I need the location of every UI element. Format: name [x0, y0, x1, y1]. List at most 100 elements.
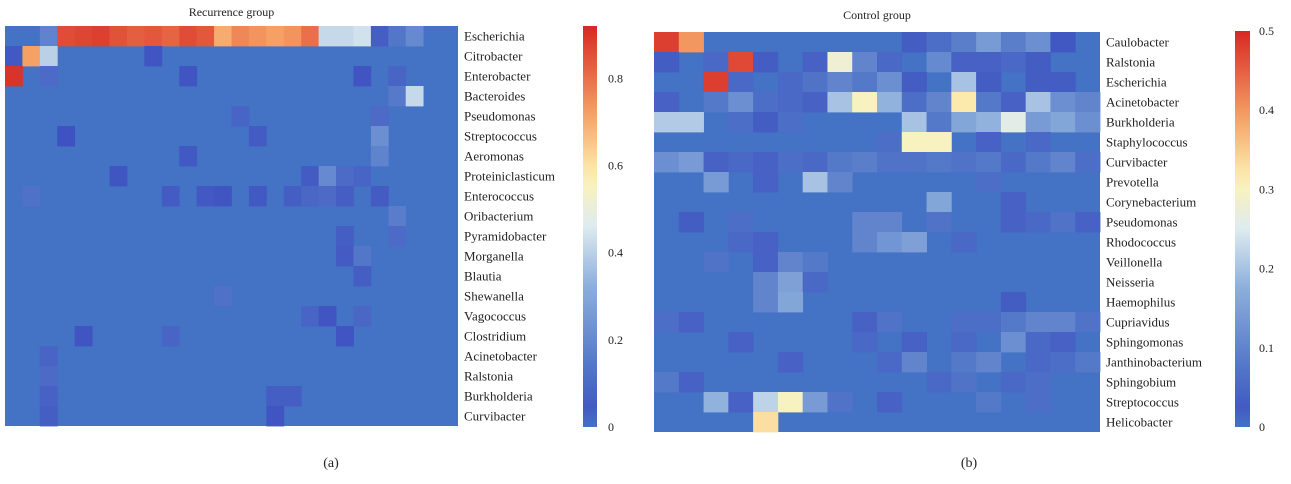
heatmap-cell: [926, 192, 952, 213]
heatmap-cell: [1000, 92, 1027, 113]
heatmap-cell: [1075, 212, 1101, 233]
heatmap-cell: [802, 172, 828, 193]
heatmap-cell: [926, 52, 952, 73]
row-label: Veillonella: [1106, 255, 1163, 270]
row-label: Escherichia: [464, 29, 525, 44]
heatmap-cell: [654, 112, 680, 133]
heatmap-cell: [802, 152, 828, 173]
heatmap-cell: [753, 252, 779, 273]
heatmap-cell: [703, 92, 729, 113]
heatmap-cell: [654, 372, 680, 393]
heatmap-cell: [370, 106, 389, 127]
heatmap-cell: [353, 26, 372, 47]
heatmap-cell: [777, 92, 804, 113]
heatmap-cell: [196, 186, 215, 207]
heatmap-cell: [753, 52, 779, 73]
heatmap-cell: [728, 212, 754, 233]
heatmap-cell: [5, 66, 23, 87]
heatmap-cell: [926, 212, 952, 233]
row-label: Helicobacter: [1106, 415, 1173, 430]
row-label: Pseudomonas: [1106, 215, 1178, 230]
heatmap-cell: [877, 72, 903, 93]
heatmap-cell: [678, 112, 704, 133]
row-label: Aeromonas: [464, 149, 524, 164]
heatmap-cell: [678, 152, 704, 173]
heatmap-cell: [703, 72, 729, 93]
heatmap-cell: [388, 86, 407, 107]
heatmap-cell: [109, 26, 128, 47]
heatmap-cell: [703, 52, 729, 73]
heatmap-cell: [926, 112, 952, 133]
heatmap-cell: [301, 166, 320, 187]
colorbar-tick-label: 0: [608, 420, 614, 434]
heatmap-cell: [1000, 112, 1027, 133]
colorbar: [583, 26, 597, 427]
heatmap-cell: [370, 146, 389, 167]
heatmap-cell: [728, 112, 754, 133]
row-label: Rhodococcus: [1106, 235, 1176, 250]
heatmap-cell: [1050, 32, 1076, 53]
heatmap-cell: [951, 352, 977, 373]
heatmap-cell: [777, 152, 804, 173]
heatmap-cell: [301, 186, 320, 207]
row-label: Cupriavidus: [1106, 315, 1170, 330]
heatmap-cell: [336, 166, 354, 187]
heatmap-cell: [1025, 112, 1051, 133]
row-label: Corynebacterium: [1106, 195, 1196, 210]
heatmap-cell: [703, 152, 729, 173]
heatmap-cell: [144, 26, 163, 47]
heatmap-cell: [901, 152, 927, 173]
heatmap-cell: [336, 26, 354, 47]
heatmap-cell: [777, 272, 804, 293]
heatmap-cell: [1025, 332, 1051, 353]
heatmap-cell: [214, 286, 232, 307]
heatmap-cell: [248, 26, 267, 47]
heatmap-cell: [852, 92, 878, 113]
heatmap-cell: [951, 372, 977, 393]
heatmap-cell: [283, 386, 302, 407]
heatmap-cell: [827, 92, 853, 113]
heatmap-cell: [1050, 72, 1076, 93]
heatmap-cell: [802, 252, 828, 273]
heatmap-cell: [1025, 392, 1051, 413]
heatmap-cell: [1075, 152, 1101, 173]
heatmap-cell: [728, 72, 754, 93]
heatmap-cell: [318, 26, 337, 47]
heatmap-cell: [22, 46, 41, 67]
heatmap-cell: [951, 312, 977, 333]
heatmap-cell: [728, 392, 754, 413]
row-label: Proteiniclasticum: [464, 169, 555, 184]
heatmap-cell: [728, 52, 754, 73]
colorbar-tick-label: 0.2: [608, 333, 623, 347]
row-label: Bacteroides: [464, 89, 525, 104]
heatmap-cell: [926, 132, 952, 153]
heatmap-cell: [951, 72, 977, 93]
heatmap-cell: [1000, 312, 1027, 333]
heatmap-cell: [777, 72, 804, 93]
heatmap-cell: [57, 126, 76, 147]
row-label: Clostridium: [464, 329, 526, 344]
heatmap-cell: [1000, 192, 1027, 213]
heatmap-cell: [976, 72, 1002, 93]
heatmap-cell: [678, 212, 704, 233]
heatmap-background: [5, 26, 458, 426]
heatmap-cell: [388, 206, 407, 227]
chart-title: Control group: [843, 8, 911, 22]
heatmap-cell: [1000, 32, 1027, 53]
row-label: Prevotella: [1106, 175, 1159, 190]
heatmap-cell: [318, 186, 337, 207]
row-label: Ralstonia: [464, 369, 513, 384]
heatmap-cell: [179, 146, 198, 167]
heatmap-cell: [248, 186, 267, 207]
heatmap-cell: [802, 72, 828, 93]
heatmap-cell: [266, 386, 285, 407]
heatmap-cell: [777, 112, 804, 133]
heatmap-cell: [74, 26, 93, 47]
heatmap-cell: [1025, 52, 1051, 73]
heatmap-cell: [678, 32, 704, 53]
heatmap-cell: [370, 26, 389, 47]
row-label: Staphylococcus: [1106, 135, 1188, 150]
heatmap-cell: [370, 126, 389, 147]
row-label: Sphingomonas: [1106, 335, 1183, 350]
heatmap-cell: [1025, 212, 1051, 233]
